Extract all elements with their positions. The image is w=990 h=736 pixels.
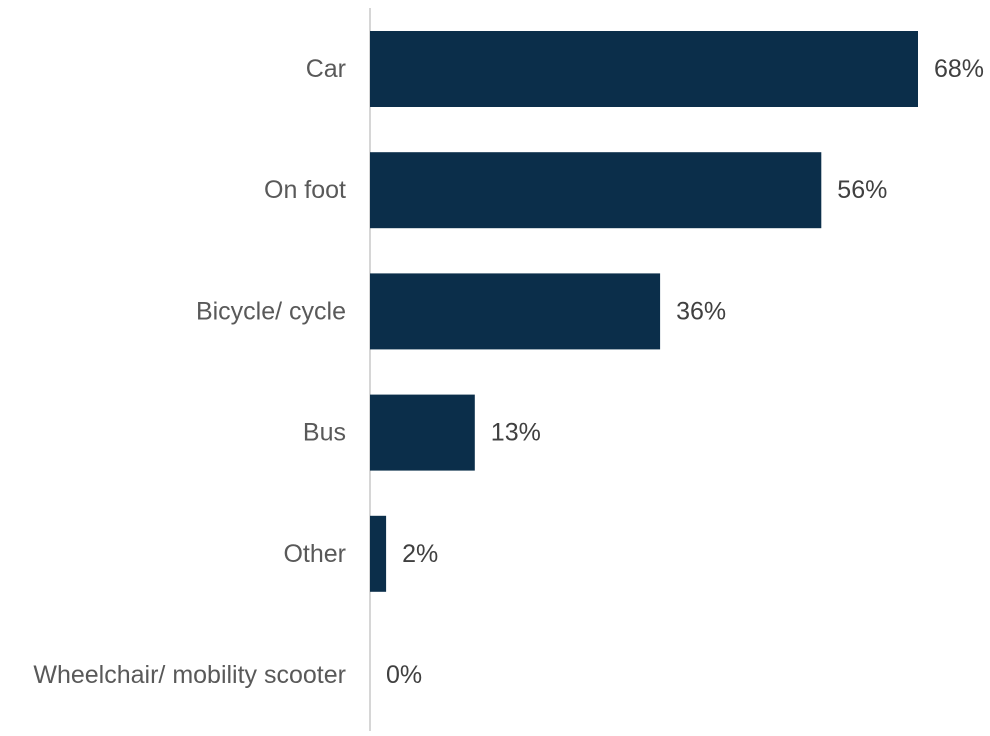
value-label: 0%: [386, 661, 422, 689]
category-label: Bicycle/ cycle: [196, 297, 346, 325]
bar: [370, 515, 387, 592]
bar: [370, 31, 918, 107]
value-label: 36%: [676, 297, 726, 325]
bar: [370, 152, 822, 229]
value-label: 68%: [934, 55, 984, 83]
category-label: Other: [283, 540, 346, 568]
category-label: Wheelchair/ mobility scooter: [33, 661, 346, 689]
bar: [370, 273, 661, 350]
value-label: 2%: [402, 540, 438, 568]
category-label: Car: [306, 55, 346, 83]
bar: [370, 394, 475, 471]
category-label: Bus: [303, 419, 346, 447]
value-label: 56%: [837, 176, 887, 204]
value-label: 13%: [491, 419, 541, 447]
category-label: On foot: [264, 176, 346, 204]
